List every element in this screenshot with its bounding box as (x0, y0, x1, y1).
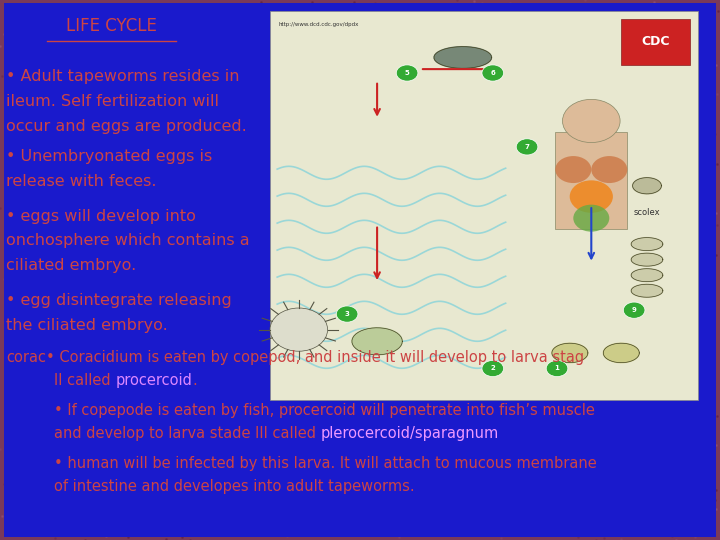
Text: CDC: CDC (642, 36, 670, 49)
Circle shape (482, 65, 503, 81)
Polygon shape (434, 46, 492, 68)
Text: procercoid: procercoid (115, 373, 192, 388)
Text: 6: 6 (490, 70, 495, 76)
Circle shape (270, 308, 328, 351)
Text: LIFE CYCLE: LIFE CYCLE (66, 17, 157, 35)
Text: • egg disintegrate releasing: • egg disintegrate releasing (6, 293, 232, 308)
Circle shape (516, 139, 538, 155)
Polygon shape (633, 178, 662, 194)
Text: • Adult tapeworms resides in: • Adult tapeworms resides in (6, 69, 239, 84)
Circle shape (546, 360, 568, 376)
Text: II called: II called (54, 373, 115, 388)
Text: ciliated embryo.: ciliated embryo. (6, 258, 136, 273)
Text: • If copepode is eaten by fish, procercoid will penetrate into fish’s muscle: • If copepode is eaten by fish, procerco… (54, 403, 595, 418)
Text: .: . (192, 373, 197, 388)
Text: ileum. Self fertilization will: ileum. Self fertilization will (6, 94, 219, 109)
Circle shape (573, 205, 609, 232)
Polygon shape (631, 269, 663, 282)
Circle shape (336, 306, 358, 322)
Text: • eggs will develop into: • eggs will develop into (6, 208, 196, 224)
Polygon shape (631, 284, 663, 297)
Text: 7: 7 (525, 144, 529, 150)
Circle shape (562, 99, 620, 143)
Text: occur and eggs are produced.: occur and eggs are produced. (6, 119, 246, 134)
Text: 2: 2 (490, 366, 495, 372)
Text: http://www.dcd.cdc.gov/dpdx: http://www.dcd.cdc.gov/dpdx (279, 23, 359, 28)
Text: • Coracidium is eaten by copepod, and inside it will develop to larva stag: • Coracidium is eaten by copepod, and in… (46, 350, 584, 365)
Circle shape (570, 180, 613, 213)
Text: 1: 1 (554, 366, 559, 372)
Circle shape (555, 156, 591, 183)
Bar (270, 11, 698, 400)
Text: 9: 9 (631, 307, 636, 313)
Text: plerocercoid/sparagnum: plerocercoid/sparagnum (320, 426, 499, 441)
Text: • Unembryonated eggs is: • Unembryonated eggs is (6, 149, 212, 164)
Text: • human will be infected by this larva. It will attach to mucous membrane: • human will be infected by this larva. … (54, 456, 597, 471)
Polygon shape (352, 328, 402, 355)
Polygon shape (603, 343, 639, 363)
Text: release with feces.: release with feces. (6, 174, 156, 189)
Polygon shape (631, 238, 663, 251)
Polygon shape (552, 343, 588, 363)
Circle shape (396, 65, 418, 81)
Circle shape (591, 156, 627, 183)
Text: of intestine and developes into adult tapeworms.: of intestine and developes into adult ta… (54, 478, 415, 494)
Bar (555, 132, 627, 229)
Text: and develop to larva stade III called: and develop to larva stade III called (54, 426, 320, 441)
Text: 5: 5 (405, 70, 410, 76)
Text: the ciliated embryo.: the ciliated embryo. (6, 318, 168, 333)
Circle shape (624, 302, 645, 318)
Text: onchosphere which contains a: onchosphere which contains a (6, 233, 249, 248)
Text: 3: 3 (345, 311, 349, 317)
Polygon shape (631, 253, 663, 266)
Bar (621, 18, 690, 65)
Text: corac: corac (6, 350, 46, 365)
Circle shape (482, 360, 503, 376)
Text: scolex: scolex (634, 208, 660, 218)
